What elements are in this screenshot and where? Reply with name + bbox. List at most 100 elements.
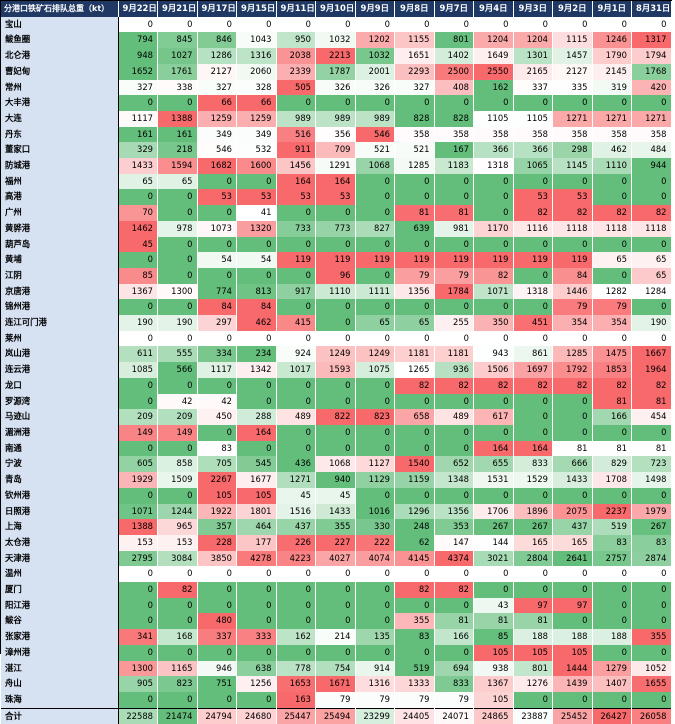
value-cell: 0 bbox=[157, 95, 198, 111]
value-cell: 119 bbox=[315, 252, 356, 268]
value-cell: 2757 bbox=[592, 550, 632, 567]
value-cell: 4074 bbox=[355, 550, 395, 567]
value-cell: 0 bbox=[513, 409, 553, 425]
port-name-cell: 张家港 bbox=[1, 629, 119, 645]
value-cell: 1265 bbox=[394, 362, 435, 378]
value-cell: 85 bbox=[118, 267, 158, 284]
value-cell: 0 bbox=[592, 597, 632, 614]
table-row: 大丰港 0 0 66 66 0 0 0 0 0 0 0 0 0 0 bbox=[1, 95, 672, 111]
value-cell: 415 bbox=[276, 315, 316, 331]
value-cell: 0 bbox=[276, 16, 316, 33]
value-cell: 82 bbox=[513, 377, 553, 394]
value-cell: 0 bbox=[315, 330, 356, 347]
value-cell: 147 bbox=[434, 534, 474, 551]
value-cell: 1249 bbox=[315, 346, 356, 363]
value-cell: 329 bbox=[118, 142, 158, 159]
value-cell: 190 bbox=[631, 315, 672, 331]
value-cell: 420 bbox=[631, 79, 672, 96]
value-cell: 605 bbox=[118, 456, 158, 473]
value-cell: 1540 bbox=[394, 456, 435, 473]
value-cell: 0 bbox=[236, 267, 277, 284]
value-cell: 165 bbox=[552, 534, 593, 551]
value-cell: 0 bbox=[394, 424, 435, 441]
value-cell: 1068 bbox=[355, 158, 395, 174]
value-cell: 96 bbox=[315, 267, 356, 284]
value-cell: 0 bbox=[473, 566, 514, 583]
value-cell: 84 bbox=[236, 299, 277, 316]
value-cell: 480 bbox=[197, 613, 237, 630]
value-cell: 1071 bbox=[473, 283, 514, 300]
value-cell: 0 bbox=[473, 205, 514, 221]
port-name-cell: 丹东 bbox=[1, 126, 119, 143]
port-name-cell: 宝山 bbox=[1, 16, 119, 33]
value-cell: 1367 bbox=[473, 676, 514, 692]
value-cell: 0 bbox=[434, 644, 474, 661]
value-cell: 24865 bbox=[473, 707, 514, 724]
value-cell: 1105 bbox=[473, 110, 514, 127]
value-cell: 1594 bbox=[157, 158, 198, 174]
value-cell: 705 bbox=[197, 456, 237, 473]
value-cell: 940 bbox=[315, 472, 356, 488]
value-cell: 357 bbox=[197, 519, 237, 535]
value-cell: 45 bbox=[276, 487, 316, 504]
value-cell: 0 bbox=[592, 236, 632, 253]
value-cell: 1246 bbox=[592, 32, 632, 49]
value-cell: 0 bbox=[434, 173, 474, 190]
value-cell: 81 bbox=[473, 613, 514, 630]
value-cell: 0 bbox=[473, 16, 514, 33]
value-cell: 0 bbox=[631, 582, 672, 598]
value-cell: 978 bbox=[157, 220, 198, 237]
value-cell: 0 bbox=[236, 691, 277, 709]
value-cell: 79 bbox=[355, 691, 395, 709]
value-cell: 1316 bbox=[355, 676, 395, 692]
value-cell: 450 bbox=[197, 409, 237, 425]
value-cell: 1032 bbox=[315, 32, 356, 49]
table-row: 连江可门港 190 190 297 462 415 0 65 65 255 350 451 354 354… bbox=[1, 315, 672, 331]
value-cell: 0 bbox=[473, 582, 514, 598]
value-cell: 2267 bbox=[197, 472, 237, 488]
value-cell: 1279 bbox=[592, 660, 632, 677]
value-cell: 436 bbox=[276, 456, 316, 473]
value-cell: 0 bbox=[513, 173, 553, 190]
value-cell: 0 bbox=[157, 440, 198, 457]
value-cell: 2213 bbox=[315, 48, 356, 64]
value-cell: 24405 bbox=[394, 707, 435, 724]
value-cell: 327 bbox=[394, 79, 435, 96]
value-cell: 0 bbox=[118, 299, 158, 316]
value-cell: 505 bbox=[276, 79, 316, 96]
value-cell: 190 bbox=[157, 315, 198, 331]
value-cell: 119 bbox=[552, 252, 593, 268]
value-cell: 163 bbox=[276, 691, 316, 709]
table-row: 锦州港 0 0 84 84 0 0 0 0 0 0 0 79 79 0 bbox=[1, 299, 672, 316]
value-cell: 82 bbox=[434, 582, 474, 598]
value-cell: 1155 bbox=[394, 32, 435, 49]
value-cell: 0 bbox=[552, 613, 593, 630]
value-cell: 0 bbox=[315, 597, 356, 614]
value-cell: 1433 bbox=[552, 472, 593, 488]
port-name-cell: 合计 bbox=[1, 707, 119, 724]
value-cell: 0 bbox=[118, 566, 158, 583]
value-cell: 0 bbox=[473, 95, 514, 111]
value-cell: 1204 bbox=[513, 32, 553, 49]
value-cell: 0 bbox=[434, 487, 474, 504]
value-cell: 1170 bbox=[473, 220, 514, 237]
value-cell: 0 bbox=[394, 95, 435, 111]
value-cell: 25452 bbox=[552, 707, 593, 724]
value-cell: 1593 bbox=[315, 362, 356, 378]
value-cell: 833 bbox=[434, 676, 474, 692]
value-cell: 267 bbox=[513, 519, 553, 535]
value-cell: 23299 bbox=[355, 707, 395, 724]
value-cell: 823 bbox=[355, 409, 395, 425]
value-cell: 327 bbox=[197, 79, 237, 96]
value-cell: 1853 bbox=[592, 362, 632, 378]
value-cell: 1145 bbox=[552, 158, 593, 174]
value-cell: 451 bbox=[513, 315, 553, 331]
value-cell: 21474 bbox=[157, 707, 198, 724]
value-cell: 1043 bbox=[236, 32, 277, 49]
value-cell: 0 bbox=[434, 236, 474, 253]
value-cell: 0 bbox=[552, 582, 593, 598]
value-cell: 84 bbox=[197, 299, 237, 316]
value-cell: 1017 bbox=[276, 362, 316, 378]
value-cell: 0 bbox=[236, 16, 277, 33]
